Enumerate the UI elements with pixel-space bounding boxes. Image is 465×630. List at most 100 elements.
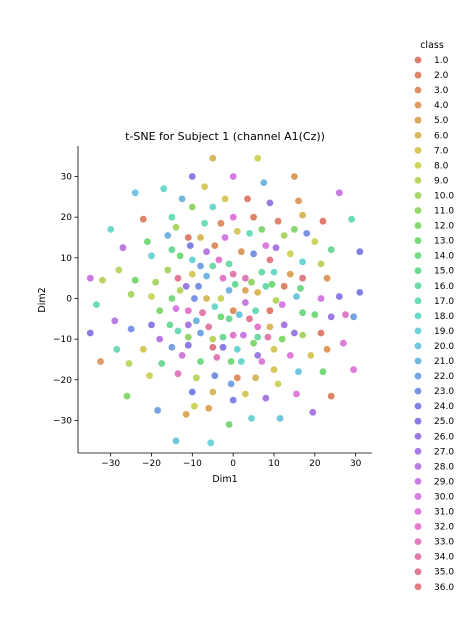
- scatter-point: [268, 280, 276, 288]
- scatter-point: [291, 226, 298, 233]
- scatter-point: [152, 278, 160, 286]
- scatter-point: [172, 437, 180, 445]
- scatter-point: [178, 195, 186, 203]
- scatter-point: [164, 266, 172, 274]
- scatter-point: [350, 366, 357, 373]
- legend-marker: [414, 327, 422, 335]
- scatter-point: [244, 195, 251, 203]
- legend-entry-label: 33.0: [434, 538, 454, 548]
- scatter-point: [319, 368, 327, 376]
- scatter-point: [246, 230, 253, 237]
- scatter-point: [164, 232, 172, 239]
- x-tick-label: −20: [142, 459, 161, 469]
- x-tick-label: 0: [230, 459, 236, 469]
- scatter-point: [99, 276, 106, 284]
- scatter-point: [254, 352, 262, 359]
- scatter-point: [188, 256, 196, 264]
- scatter-point: [160, 185, 168, 193]
- scatter-point: [127, 291, 135, 298]
- scatter-point: [197, 234, 204, 241]
- scatter-point: [182, 282, 190, 290]
- legend-marker: [414, 478, 422, 485]
- legend-marker: [414, 297, 422, 305]
- scatter-point: [172, 223, 180, 231]
- scatter-point: [188, 270, 196, 278]
- scatter-point: [254, 154, 262, 162]
- scatter-point: [203, 295, 211, 302]
- scatter-point: [188, 388, 196, 396]
- legend-marker: [414, 116, 422, 124]
- legend-entry-label: 9.0: [434, 176, 449, 186]
- scatter-point: [188, 173, 196, 180]
- legend-entry-label: 35.0: [434, 568, 454, 578]
- legend: class 1.0 2.0 3.0 4.0 5.0 6.0 7.0 8.0 9.0 10.0 11.…: [414, 40, 454, 593]
- legend-marker: [414, 568, 422, 576]
- legend-marker: [414, 357, 422, 365]
- legend-entry-label: 6.0: [434, 131, 449, 141]
- scatter-point: [217, 295, 225, 302]
- scatter-point: [197, 262, 204, 270]
- scatter-point: [172, 305, 180, 312]
- legend-marker: [414, 56, 422, 64]
- scatter-point: [233, 374, 241, 382]
- scatter-point: [297, 284, 304, 292]
- scatter-point: [168, 295, 176, 302]
- scatter-point: [286, 352, 294, 359]
- scatter-point: [242, 287, 249, 294]
- scatter-point: [221, 195, 229, 203]
- scatter-point: [156, 307, 164, 315]
- scatter-point: [264, 333, 272, 341]
- scatter-point: [148, 293, 155, 300]
- scatter-point: [219, 274, 227, 282]
- scatter-point: [211, 303, 219, 310]
- scatter-point: [317, 329, 325, 337]
- scatter-point: [219, 333, 227, 341]
- scatter-point: [278, 301, 286, 308]
- legend-marker: [414, 252, 422, 260]
- legend-marker: [414, 207, 422, 214]
- scatter-point: [311, 238, 319, 246]
- scatter-point: [293, 293, 300, 300]
- scatter-point: [266, 256, 274, 264]
- legend-entry-label: 21.0: [434, 357, 454, 367]
- scatter-point: [335, 293, 343, 300]
- scatter-point: [319, 217, 327, 225]
- legend-entry-label: 14.0: [434, 252, 454, 262]
- scatter-point: [272, 297, 280, 304]
- legend-entry-label: 8.0: [434, 161, 449, 171]
- legend-entry-label: 29.0: [434, 477, 454, 487]
- scatter-point: [262, 242, 270, 250]
- legend-title: class: [420, 40, 444, 51]
- scatter-point: [335, 189, 343, 197]
- y-ticks: −30 −20 −10 0 10 20 30: [53, 172, 78, 426]
- scatter-point: [199, 309, 206, 317]
- scatter-point: [317, 260, 325, 268]
- y-tick-label: 30: [61, 172, 73, 182]
- scatter-point: [323, 274, 331, 282]
- legend-marker: [414, 267, 422, 275]
- scatter-point: [350, 313, 357, 321]
- scatter-point: [168, 213, 176, 221]
- scatter-point: [237, 358, 245, 365]
- scatter-point: [327, 246, 335, 254]
- legend-entry-label: 5.0: [434, 116, 449, 126]
- scatter-point: [86, 329, 94, 337]
- legend-entry-label: 27.0: [434, 447, 454, 457]
- scatter-point: [278, 335, 286, 343]
- scatter-point: [219, 343, 227, 351]
- scatter-point: [158, 360, 166, 367]
- scatter-point: [201, 183, 209, 191]
- legend-entry-label: 3.0: [434, 86, 449, 96]
- scatter-point: [286, 270, 294, 278]
- legend-entry-label: 20.0: [434, 342, 454, 352]
- scatter-point: [193, 374, 200, 382]
- scatter-point: [97, 358, 104, 365]
- scatter-point: [225, 421, 233, 428]
- legend-entry-label: 7.0: [434, 146, 449, 156]
- scatter-point: [250, 250, 257, 258]
- scatter-point: [186, 242, 194, 250]
- scatter-point: [348, 215, 355, 223]
- legend-marker: [414, 402, 422, 410]
- scatter-point: [254, 289, 262, 296]
- scatter-point: [197, 329, 204, 337]
